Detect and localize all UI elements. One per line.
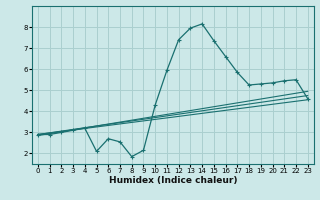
X-axis label: Humidex (Indice chaleur): Humidex (Indice chaleur): [108, 176, 237, 185]
